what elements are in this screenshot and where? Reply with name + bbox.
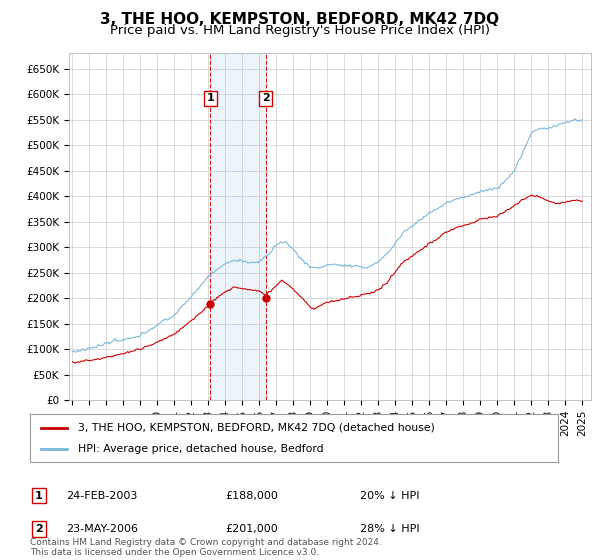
Text: 20% ↓ HPI: 20% ↓ HPI [360, 491, 420, 501]
Text: 24-FEB-2003: 24-FEB-2003 [67, 491, 137, 501]
Text: 3, THE HOO, KEMPSTON, BEDFORD, MK42 7DQ (detached house): 3, THE HOO, KEMPSTON, BEDFORD, MK42 7DQ … [77, 423, 434, 433]
Text: 1: 1 [206, 94, 214, 104]
Text: 3, THE HOO, KEMPSTON, BEDFORD, MK42 7DQ: 3, THE HOO, KEMPSTON, BEDFORD, MK42 7DQ [100, 12, 500, 27]
Text: 28% ↓ HPI: 28% ↓ HPI [360, 524, 420, 534]
Text: 2: 2 [35, 524, 43, 534]
Bar [211, 53, 266, 400]
Text: 23-MAY-2006: 23-MAY-2006 [66, 524, 138, 534]
Text: Price paid vs. HM Land Registry's House Price Index (HPI): Price paid vs. HM Land Registry's House … [110, 24, 490, 37]
Text: Contains HM Land Registry data © Crown copyright and database right 2024.
This d: Contains HM Land Registry data © Crown c… [30, 538, 382, 557]
Text: £201,000: £201,000 [226, 524, 278, 534]
Text: HPI: Average price, detached house, Bedford: HPI: Average price, detached house, Bedf… [77, 444, 323, 454]
Text: £188,000: £188,000 [226, 491, 278, 501]
Text: 2: 2 [262, 94, 269, 104]
Text: 1: 1 [35, 491, 43, 501]
